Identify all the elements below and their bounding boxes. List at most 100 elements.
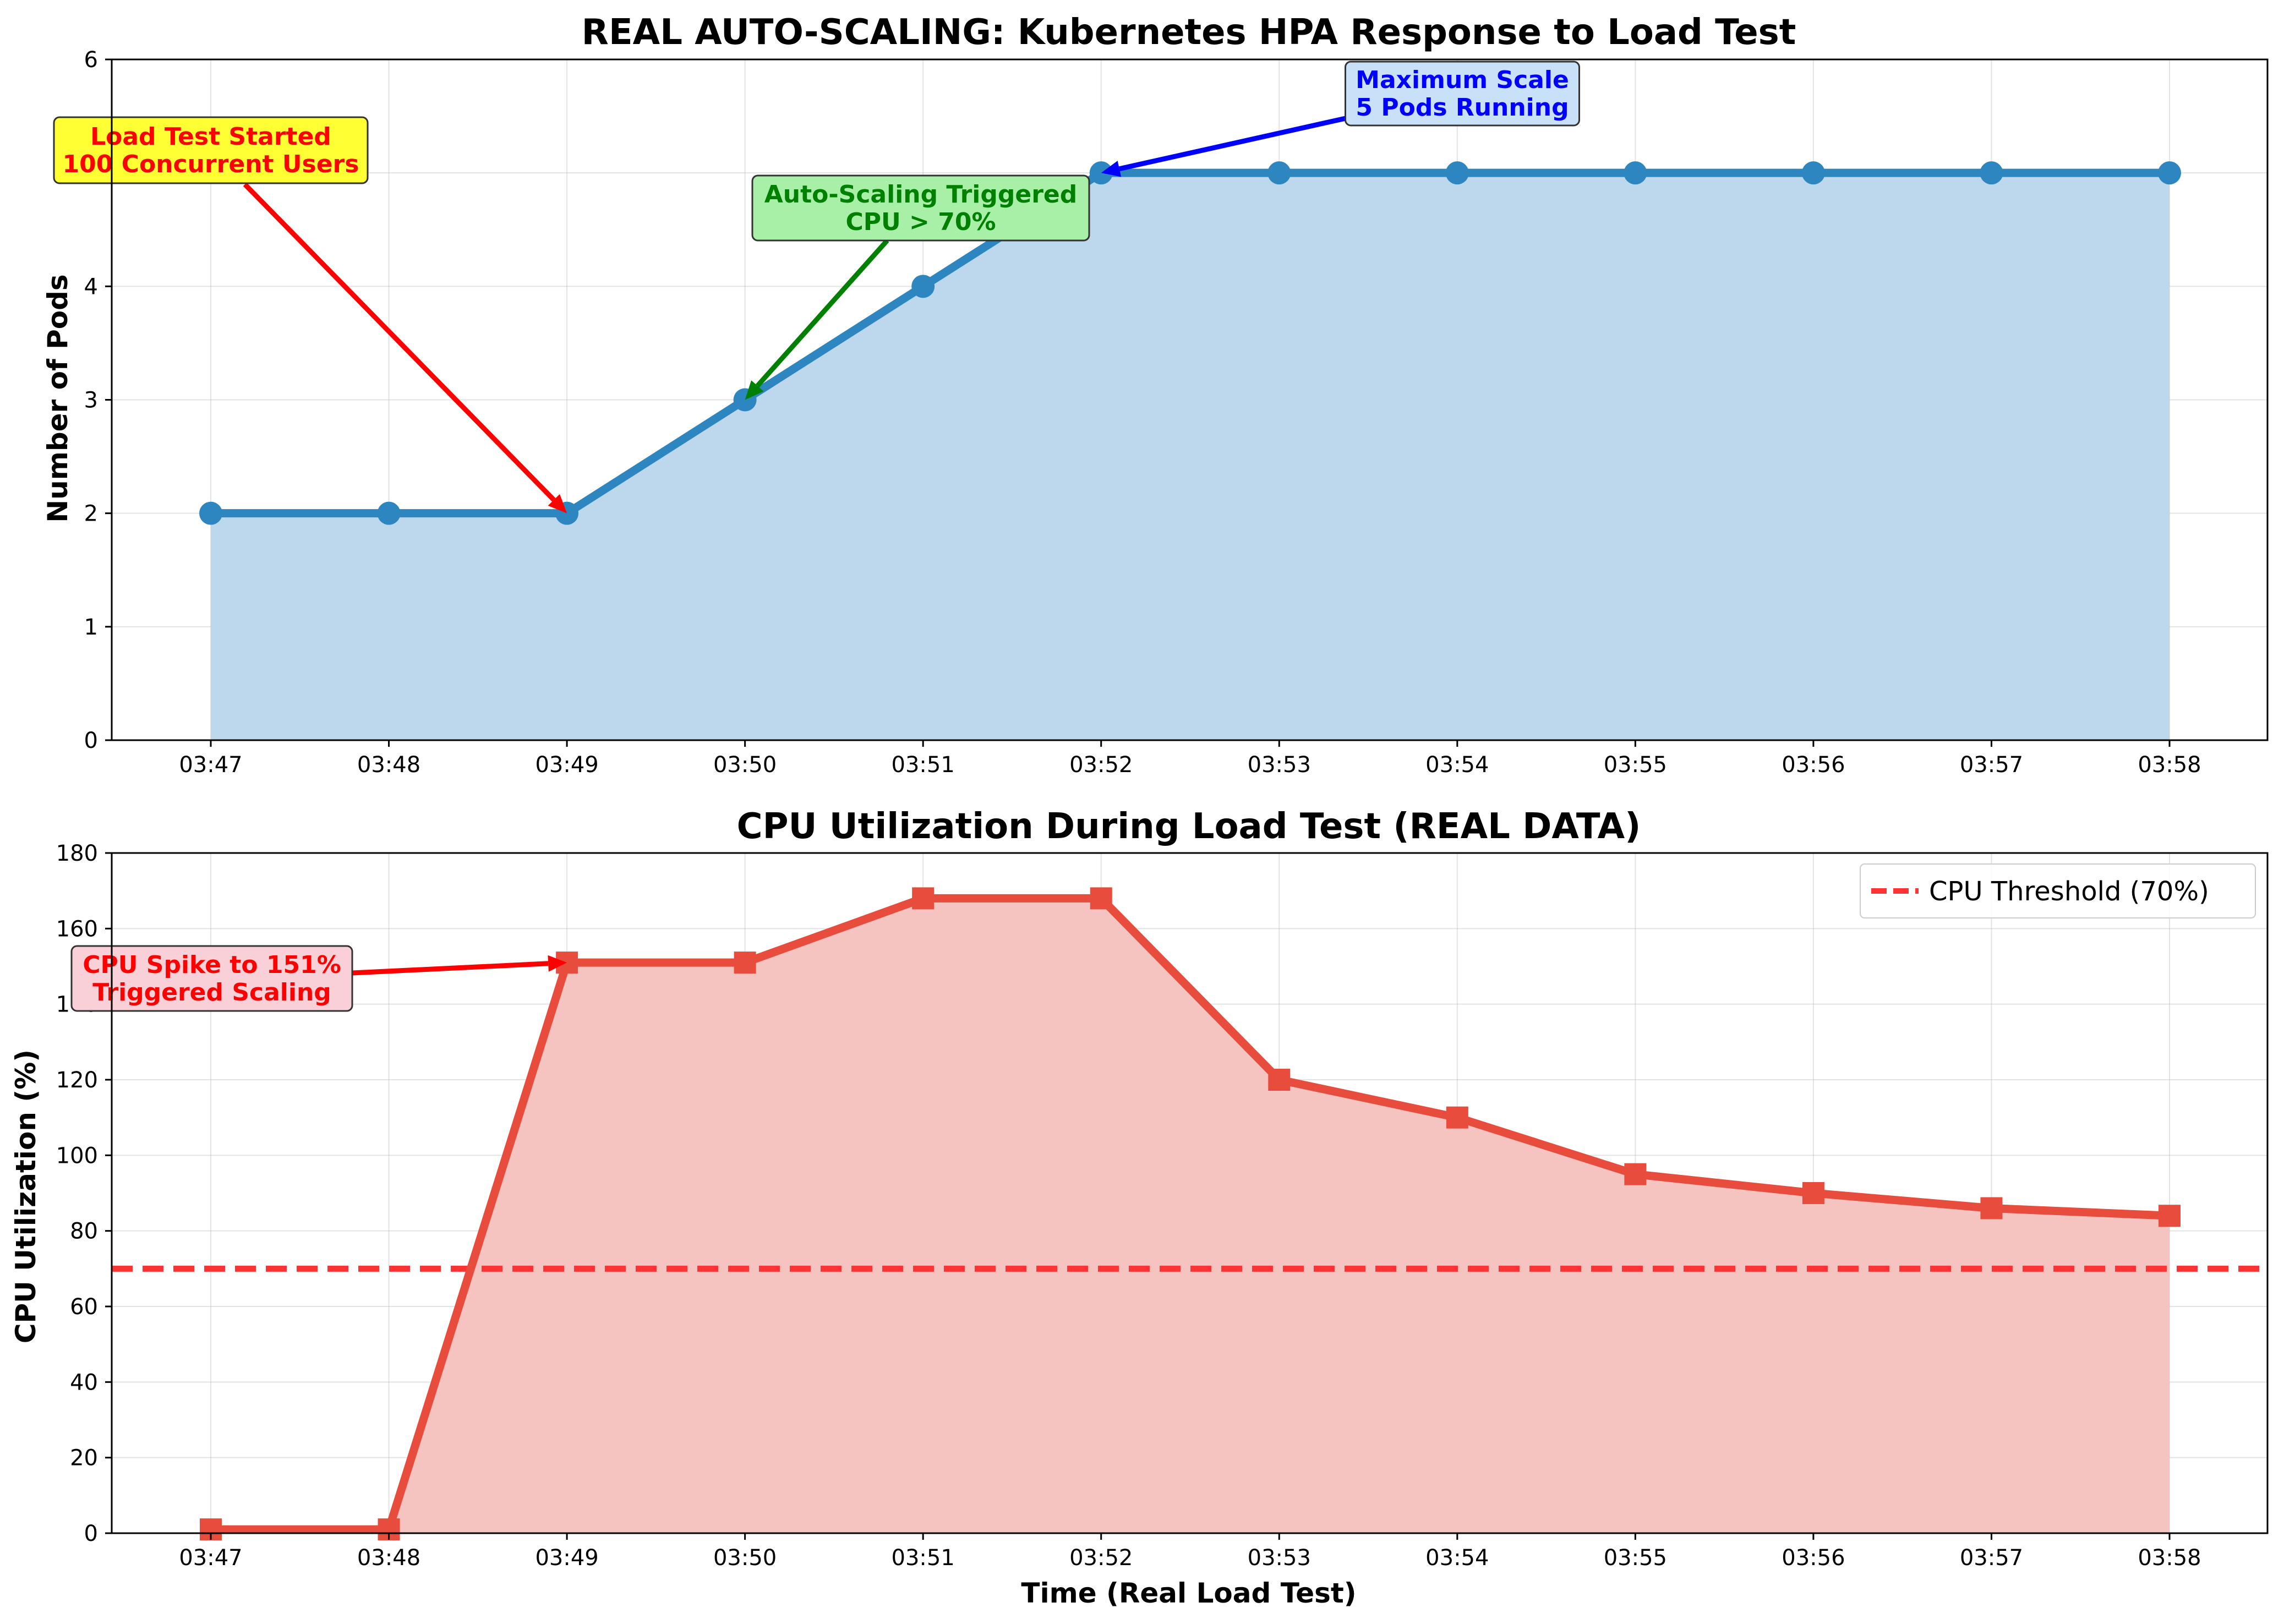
cpu-point bbox=[1090, 887, 1112, 910]
cpu-chart-markers bbox=[200, 887, 2181, 1541]
pods-point bbox=[1801, 161, 1825, 185]
pods-point bbox=[377, 501, 401, 525]
pods-series-path bbox=[211, 168, 2170, 518]
cpu-chart-ylabel: CPU Utilization (%) bbox=[10, 1049, 42, 1343]
cpu-xtick-label: 03:54 bbox=[1425, 1545, 1489, 1571]
cpu-xtick-label: 03:56 bbox=[1782, 1545, 1845, 1571]
pods-chart-area bbox=[211, 173, 2170, 741]
cpu-chart: CPU Utilization During Load Test (REAL D… bbox=[10, 806, 2269, 1609]
pods-point bbox=[1980, 161, 2003, 185]
legend-box bbox=[1860, 863, 2256, 918]
cpu-point bbox=[912, 887, 935, 910]
annotation-arrow bbox=[243, 182, 556, 502]
cpu-ytick-label: 160 bbox=[56, 916, 98, 942]
legend-threshold-label: CPU Threshold (70%) bbox=[1929, 876, 2209, 907]
pods-point bbox=[199, 501, 222, 525]
pods-xtick-label: 03:48 bbox=[357, 752, 420, 778]
pods-xtick-label: 03:58 bbox=[2138, 752, 2201, 778]
pods-ytick-label: 1 bbox=[84, 615, 98, 640]
cpu-point bbox=[1268, 1069, 1291, 1091]
pods-xtick-label: 03:56 bbox=[1782, 752, 1845, 778]
annotation-arrowhead bbox=[1101, 161, 1122, 177]
pods-point bbox=[1267, 161, 1291, 185]
annotation-text-line: CPU Spike to 151% bbox=[83, 951, 341, 979]
pods-xtick-label: 03:51 bbox=[892, 752, 955, 778]
pods-ytick-label: 3 bbox=[84, 388, 98, 413]
cpu-chart-xlabel: Time (Real Load Test) bbox=[1021, 1577, 1356, 1609]
annotation-arrow bbox=[1118, 116, 1346, 172]
cpu-xtick-label: 03:57 bbox=[1960, 1545, 2023, 1571]
cpu-ytick-label: 80 bbox=[70, 1219, 98, 1244]
cpu-point bbox=[734, 952, 756, 974]
cpu-ytick-label: 100 bbox=[56, 1143, 98, 1168]
pods-xtick-label: 03:49 bbox=[535, 752, 598, 778]
pods-chart-title: REAL AUTO-SCALING: Kubernetes HPA Respon… bbox=[582, 12, 1796, 53]
cpu-xtick-label: 03:52 bbox=[1069, 1545, 1133, 1571]
annotation-box bbox=[751, 174, 1090, 242]
pods-area-fill bbox=[211, 173, 2170, 741]
cpu-point bbox=[1980, 1197, 2003, 1220]
pods-chart-series-line bbox=[211, 168, 2170, 518]
cpu-point bbox=[1624, 1163, 1647, 1185]
cpu-point bbox=[2159, 1205, 2181, 1227]
pods-xtick-label: 03:47 bbox=[179, 752, 242, 778]
annotation-text-line: Triggered Scaling bbox=[92, 978, 331, 1007]
cpu-chart-title: CPU Utilization During Load Test (REAL D… bbox=[737, 806, 1641, 847]
cpu-chart-area bbox=[211, 898, 2170, 1533]
cpu-ytick-label: 40 bbox=[70, 1370, 98, 1395]
cpu-area-fill bbox=[211, 898, 2170, 1533]
pods-chart-ticks: 03:47 03:48 03:49 03:50 03:51 03:52 03:53 03:54… bbox=[84, 47, 2201, 778]
annotation-text-line: Maximum Scale bbox=[1356, 66, 1569, 94]
annotation-box bbox=[53, 116, 369, 184]
cpu-annotation: CPU Spike to 151%Triggered Scaling bbox=[70, 945, 567, 1012]
cpu-chart-annotations: CPU Spike to 151%Triggered Scaling bbox=[70, 945, 567, 1012]
cpu-xtick-label: 03:50 bbox=[713, 1545, 777, 1571]
pods-ytick-label: 0 bbox=[84, 728, 98, 753]
cpu-xtick-label: 03:58 bbox=[2138, 1545, 2201, 1571]
pods-chart-markers bbox=[199, 161, 2181, 525]
annotation-text-line: CPU > 70% bbox=[845, 208, 996, 236]
cpu-xtick-label: 03:51 bbox=[892, 1545, 955, 1571]
annotation-arrow bbox=[755, 239, 889, 388]
annotation-arrowhead bbox=[548, 494, 567, 513]
cpu-xtick-label: 03:47 bbox=[179, 1545, 242, 1571]
pods-point bbox=[1624, 161, 1647, 185]
cpu-series-path bbox=[211, 894, 2170, 1534]
annotation-text-line: 100 Concurrent Users bbox=[63, 150, 359, 178]
cpu-xtick-label: 03:49 bbox=[535, 1545, 598, 1571]
pods-xtick-label: 03:53 bbox=[1248, 752, 1311, 778]
annotation-text-line: 5 Pods Running bbox=[1356, 94, 1569, 122]
annotation-arrowhead bbox=[745, 380, 764, 400]
pods-xtick-label: 03:57 bbox=[1960, 752, 2023, 778]
cpu-xtick-label: 03:48 bbox=[357, 1545, 420, 1571]
cpu-point bbox=[1446, 1106, 1468, 1129]
cpu-ytick-label: 120 bbox=[56, 1068, 98, 1093]
pods-chart: REAL AUTO-SCALING: Kubernetes HPA Respon… bbox=[42, 12, 2269, 778]
pods-point bbox=[911, 275, 935, 298]
pods-point bbox=[1445, 161, 1469, 185]
cpu-xtick-label: 03:53 bbox=[1248, 1545, 1311, 1571]
annotation-arrowhead bbox=[548, 955, 567, 972]
pods-ytick-label: 4 bbox=[84, 274, 98, 299]
pods-point bbox=[2158, 161, 2181, 185]
cpu-ytick-label: 20 bbox=[70, 1446, 98, 1471]
cpu-chart-legend: CPU Threshold (70%) bbox=[1860, 863, 2256, 918]
pods-xtick-label: 03:50 bbox=[713, 752, 777, 778]
pods-xtick-label: 03:54 bbox=[1425, 752, 1489, 778]
annotation-box bbox=[1345, 61, 1580, 127]
pods-xtick-label: 03:55 bbox=[1604, 752, 1667, 778]
cpu-ytick-label: 60 bbox=[70, 1294, 98, 1320]
pods-ytick-label: 6 bbox=[84, 47, 98, 73]
cpu-chart-frame bbox=[111, 852, 2269, 1534]
pods-chart-frame bbox=[111, 58, 2269, 741]
cpu-ytick-label: 0 bbox=[84, 1521, 98, 1546]
annotation-text-line: Auto-Scaling Triggered bbox=[764, 181, 1078, 209]
pods-ytick-label: 2 bbox=[84, 501, 98, 527]
cpu-chart-ticks: 03:47 03:48 03:49 03:50 03:51 03:52 03:53 03:54… bbox=[56, 841, 2201, 1571]
cpu-ytick-label: 180 bbox=[56, 841, 98, 866]
